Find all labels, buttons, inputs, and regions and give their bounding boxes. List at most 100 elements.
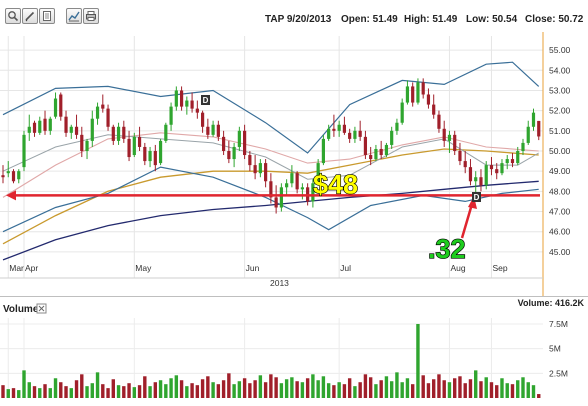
bollinger-upper-line (2, 61, 540, 154)
candles (1, 78, 541, 214)
volume-bar (431, 379, 436, 398)
price-tick-label: 47.00 (549, 207, 571, 217)
volume-bar (258, 375, 263, 398)
candle-body (421, 82, 425, 95)
volume-bar (90, 383, 94, 398)
chart-icon[interactable] (66, 8, 82, 24)
volume-bar (311, 374, 315, 398)
volume-bar (174, 375, 179, 398)
plot-background (0, 36, 543, 278)
candle-body (258, 163, 262, 174)
candle-body (269, 181, 273, 198)
volume-bar (326, 383, 331, 398)
level-arrow-left (6, 190, 16, 201)
volume-bar (395, 372, 399, 398)
candle-body (106, 108, 110, 127)
volume-bar (38, 388, 42, 398)
candle-body (479, 177, 483, 186)
volume-bar (521, 377, 525, 398)
volume-bar (185, 386, 189, 398)
candle-body (474, 177, 478, 182)
volume-bar (169, 378, 173, 398)
volume-bar (479, 381, 483, 398)
volume-bar (484, 377, 488, 398)
price-tick-label: 51.00 (549, 126, 571, 136)
volume-bar (64, 386, 68, 398)
volume-bar (269, 374, 273, 398)
volume-bar (337, 382, 341, 398)
volume-bar (148, 386, 152, 398)
candle-body (32, 122, 37, 133)
candle-body (300, 187, 304, 190)
candle-body (122, 126, 126, 139)
candle-body (432, 104, 436, 115)
volume-bar (22, 370, 26, 398)
candle-body (358, 130, 362, 137)
volume-bar (374, 384, 378, 398)
price-tick-label: 45.00 (549, 247, 571, 257)
volume-bar (137, 385, 142, 398)
volume-bar (384, 376, 389, 398)
candle-body (526, 126, 530, 143)
candle-body (531, 112, 536, 127)
candle-body (6, 171, 10, 174)
candle-body (390, 130, 394, 145)
candle-body (53, 98, 58, 117)
candle-body (279, 187, 283, 208)
price-tick-label: 48.00 (549, 186, 571, 196)
month-tick-label: Mar (9, 263, 24, 273)
volume-bar (416, 323, 420, 398)
volume-bar (32, 386, 37, 398)
bollinger-lower-line (2, 166, 539, 233)
candle-body (489, 165, 494, 170)
candle-body (179, 90, 184, 107)
volume-bar (237, 381, 242, 398)
price-tick-label: 52.00 (549, 106, 571, 116)
candle-body (395, 122, 399, 131)
volume-bar (206, 376, 210, 398)
volume-bar (474, 370, 478, 398)
volume-bar (116, 385, 121, 398)
candle-body (484, 165, 488, 186)
volume-bar (437, 374, 441, 398)
candle-body (132, 136, 136, 156)
candle-body (148, 150, 152, 162)
candle-body (510, 159, 515, 164)
document-icon[interactable] (39, 8, 55, 24)
volume-bar (368, 377, 373, 398)
volume-bar (190, 383, 194, 398)
candle-body (353, 130, 357, 139)
print-icon[interactable] (83, 8, 99, 24)
candle-body (174, 90, 178, 107)
candle-body (127, 138, 131, 158)
close-value: Close: 50.72 (525, 14, 584, 25)
candle-body (316, 163, 320, 184)
volume-bar (495, 385, 499, 398)
volume-bar (295, 381, 299, 398)
dividend-marker-letter: D (474, 193, 480, 202)
volume-bar (463, 383, 467, 398)
year-label: 2013 (270, 278, 289, 288)
volume-bar (290, 377, 294, 398)
zoom-icon[interactable] (5, 8, 21, 24)
date-axis: Mar Apr May Jun Jul Aug Sep 2013 (9, 263, 508, 288)
level-label: $48 (313, 169, 358, 199)
candle-body (290, 173, 294, 184)
candle-body (253, 165, 257, 174)
candle-body (342, 124, 347, 133)
volume-bar (95, 372, 100, 398)
volume-bar (274, 377, 278, 398)
volume-tick-label: 2.5M (549, 368, 568, 378)
volume-bar (143, 376, 147, 398)
candle-body (379, 148, 383, 156)
volume-bar (447, 382, 452, 398)
candle-body (1, 175, 5, 178)
volume-bar (132, 387, 137, 398)
price-tick-label: 46.00 (549, 227, 571, 237)
price-tick-label: 55.00 (549, 45, 571, 55)
candle-body (22, 134, 26, 168)
volume-bar (500, 378, 504, 398)
edit-icon[interactable] (22, 8, 38, 24)
volume-bar (43, 384, 47, 398)
